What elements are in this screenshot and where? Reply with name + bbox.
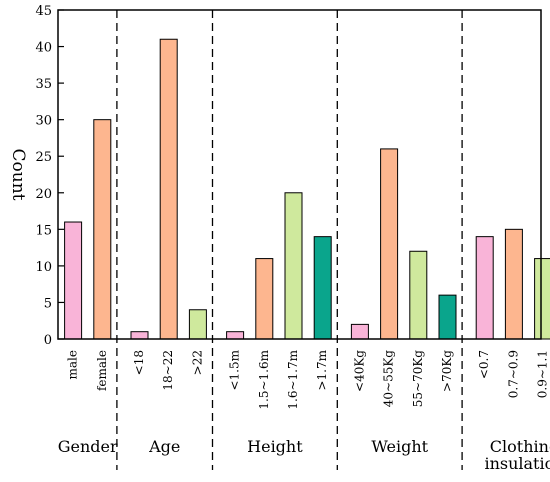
bar [504,228,523,340]
category-label: female [95,350,109,391]
y-tick-label: 45 [35,4,52,19]
group-separators [116,10,463,470]
group-label: Height [247,437,303,456]
group-label: Clothinginsulation [484,437,550,473]
category-label: <1.5m [228,349,242,390]
group-label: Gender [58,437,118,456]
bar [438,294,457,340]
y-tick-label: 35 [35,77,52,92]
group-label: Weight [371,437,428,456]
category-label: >1.7m [315,349,329,390]
bar [130,331,149,340]
category-label: 18~22 [161,350,175,391]
category-label: 55~70Kg [411,350,425,408]
bar [64,221,83,340]
plot-frame [57,9,542,340]
bar [255,258,274,340]
bar [226,331,245,340]
category-label: 0.7~0.9 [506,350,520,398]
y-tick-label: 10 [35,260,52,275]
y-tick-label: 30 [35,114,52,129]
bar [284,192,303,340]
category-label: 1.5~1.6m [257,349,271,409]
category-label: <0.7 [477,350,491,379]
y-tick-label: 0 [44,333,52,348]
category-label: 40~55Kg [382,350,396,408]
category-labels: male female <18 18~22 >22 <1.5m 1.5~1.6m 1.6~1.… [66,349,550,409]
category-label: >22 [190,350,204,375]
y-tick-label: 20 [35,187,52,202]
category-label: male [66,350,80,379]
bar [534,258,550,340]
y-tick-label: 25 [35,150,52,165]
bar [380,148,399,340]
y-tick-label: 5 [44,296,52,311]
bar [313,236,332,340]
category-label: <40Kg [352,350,366,392]
y-axis-title: Count [8,149,28,201]
category-label: <18 [132,350,146,375]
bar [188,309,207,340]
category-label: 0.9~1.1 [536,350,550,398]
y-axis: 0 5 10 15 20 25 30 35 40 45 [35,4,64,348]
group-labels: Gender Age Height Weight Clothinginsulation [58,437,550,473]
bars [64,38,550,340]
bar [409,250,428,340]
category-label: >70Kg [440,350,454,392]
category-label: 1.6~1.7m [286,349,300,409]
group-label: Age [148,437,180,456]
y-tick-label: 40 [35,41,52,56]
bar [93,119,112,340]
y-tick-label: 15 [35,223,52,238]
bar [159,38,178,340]
bar [350,323,369,340]
bar [475,236,494,340]
